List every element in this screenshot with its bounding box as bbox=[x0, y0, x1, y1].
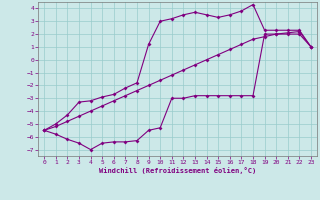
X-axis label: Windchill (Refroidissement éolien,°C): Windchill (Refroidissement éolien,°C) bbox=[99, 167, 256, 174]
